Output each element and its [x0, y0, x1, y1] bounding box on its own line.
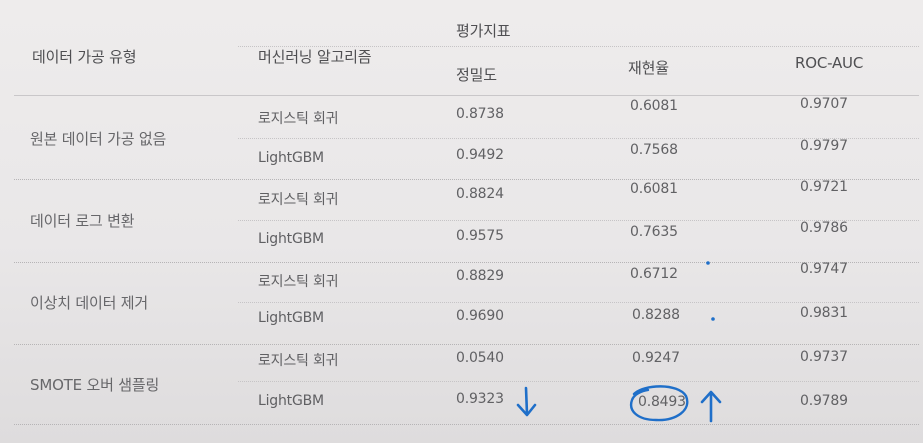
group-label: 데이터 로그 변환 — [30, 212, 135, 230]
group-label: SMOTE 오버 샘플링 — [30, 376, 160, 394]
algorithm-cell: 로지스틱 회귀 — [258, 192, 339, 208]
row-divider — [238, 138, 919, 139]
down-arrow-icon — [516, 386, 537, 417]
header-recall: 재현율 — [628, 59, 669, 77]
header-ml-algorithm: 머신러닝 알고리즘 — [258, 48, 372, 66]
algorithm-cell: LightGBM — [258, 393, 324, 409]
precision-cell: 0.8738 — [456, 106, 504, 122]
precision-cell: 0.9575 — [456, 228, 504, 244]
precision-cell: 0.9492 — [456, 147, 504, 163]
header-metrics-group: 평가지표 — [456, 22, 511, 40]
recall-cell: 0.7635 — [630, 224, 678, 240]
roc-auc-cell: 0.9747 — [800, 261, 848, 277]
group-divider — [14, 344, 919, 345]
recall-cell: 0.6712 — [630, 266, 678, 282]
up-arrow-icon — [700, 390, 722, 423]
roc-auc-cell: 0.9831 — [800, 305, 848, 321]
group-divider — [14, 179, 919, 180]
header-data-type: 데이터 가공 유형 — [32, 48, 137, 66]
recall-cell: 0.7568 — [630, 142, 678, 158]
roc-auc-cell: 0.9786 — [800, 220, 848, 236]
header-precision: 정밀도 — [456, 66, 497, 84]
roc-auc-cell: 0.9797 — [800, 138, 848, 154]
roc-auc-cell: 0.9737 — [800, 349, 848, 365]
recall-cell: 0.9247 — [632, 350, 680, 366]
precision-cell: 0.8829 — [456, 268, 504, 284]
algorithm-cell: LightGBM — [258, 231, 324, 247]
group-label: 이상치 데이터 제거 — [30, 294, 148, 312]
roc-auc-cell: 0.9707 — [800, 96, 848, 112]
roc-auc-cell: 0.9789 — [800, 393, 848, 409]
ink-dot — [711, 317, 715, 321]
header-roc-auc: ROC-AUC — [795, 54, 864, 72]
recall-cell: 0.6081 — [630, 98, 678, 114]
precision-cell: 0.0540 — [456, 350, 504, 366]
metrics-header-divider — [238, 46, 919, 47]
recall-cell: 0.8288 — [632, 307, 680, 323]
group-divider — [14, 262, 919, 263]
ink-dot — [706, 261, 710, 265]
recall-cell: 0.6081 — [630, 181, 678, 197]
algorithm-cell: 로지스틱 회귀 — [258, 353, 339, 369]
group-label: 원본 데이터 가공 없음 — [30, 130, 167, 148]
precision-cell: 0.9690 — [456, 308, 504, 324]
algorithm-cell: 로지스틱 회귀 — [258, 274, 339, 290]
row-divider — [238, 381, 919, 382]
roc-auc-cell: 0.9721 — [800, 179, 848, 195]
row-divider — [238, 302, 919, 303]
precision-cell: 0.9323 — [456, 391, 504, 407]
table-bottom-rule — [14, 424, 919, 425]
row-divider — [238, 220, 919, 221]
algorithm-cell: LightGBM — [258, 150, 324, 166]
circle-mark — [629, 385, 689, 422]
algorithm-cell: LightGBM — [258, 310, 324, 326]
recall-cell: 0.8493 — [638, 394, 686, 410]
precision-cell: 0.8824 — [456, 186, 504, 202]
algorithm-cell: 로지스틱 회귀 — [258, 111, 339, 127]
header-bottom-rule — [14, 95, 919, 96]
